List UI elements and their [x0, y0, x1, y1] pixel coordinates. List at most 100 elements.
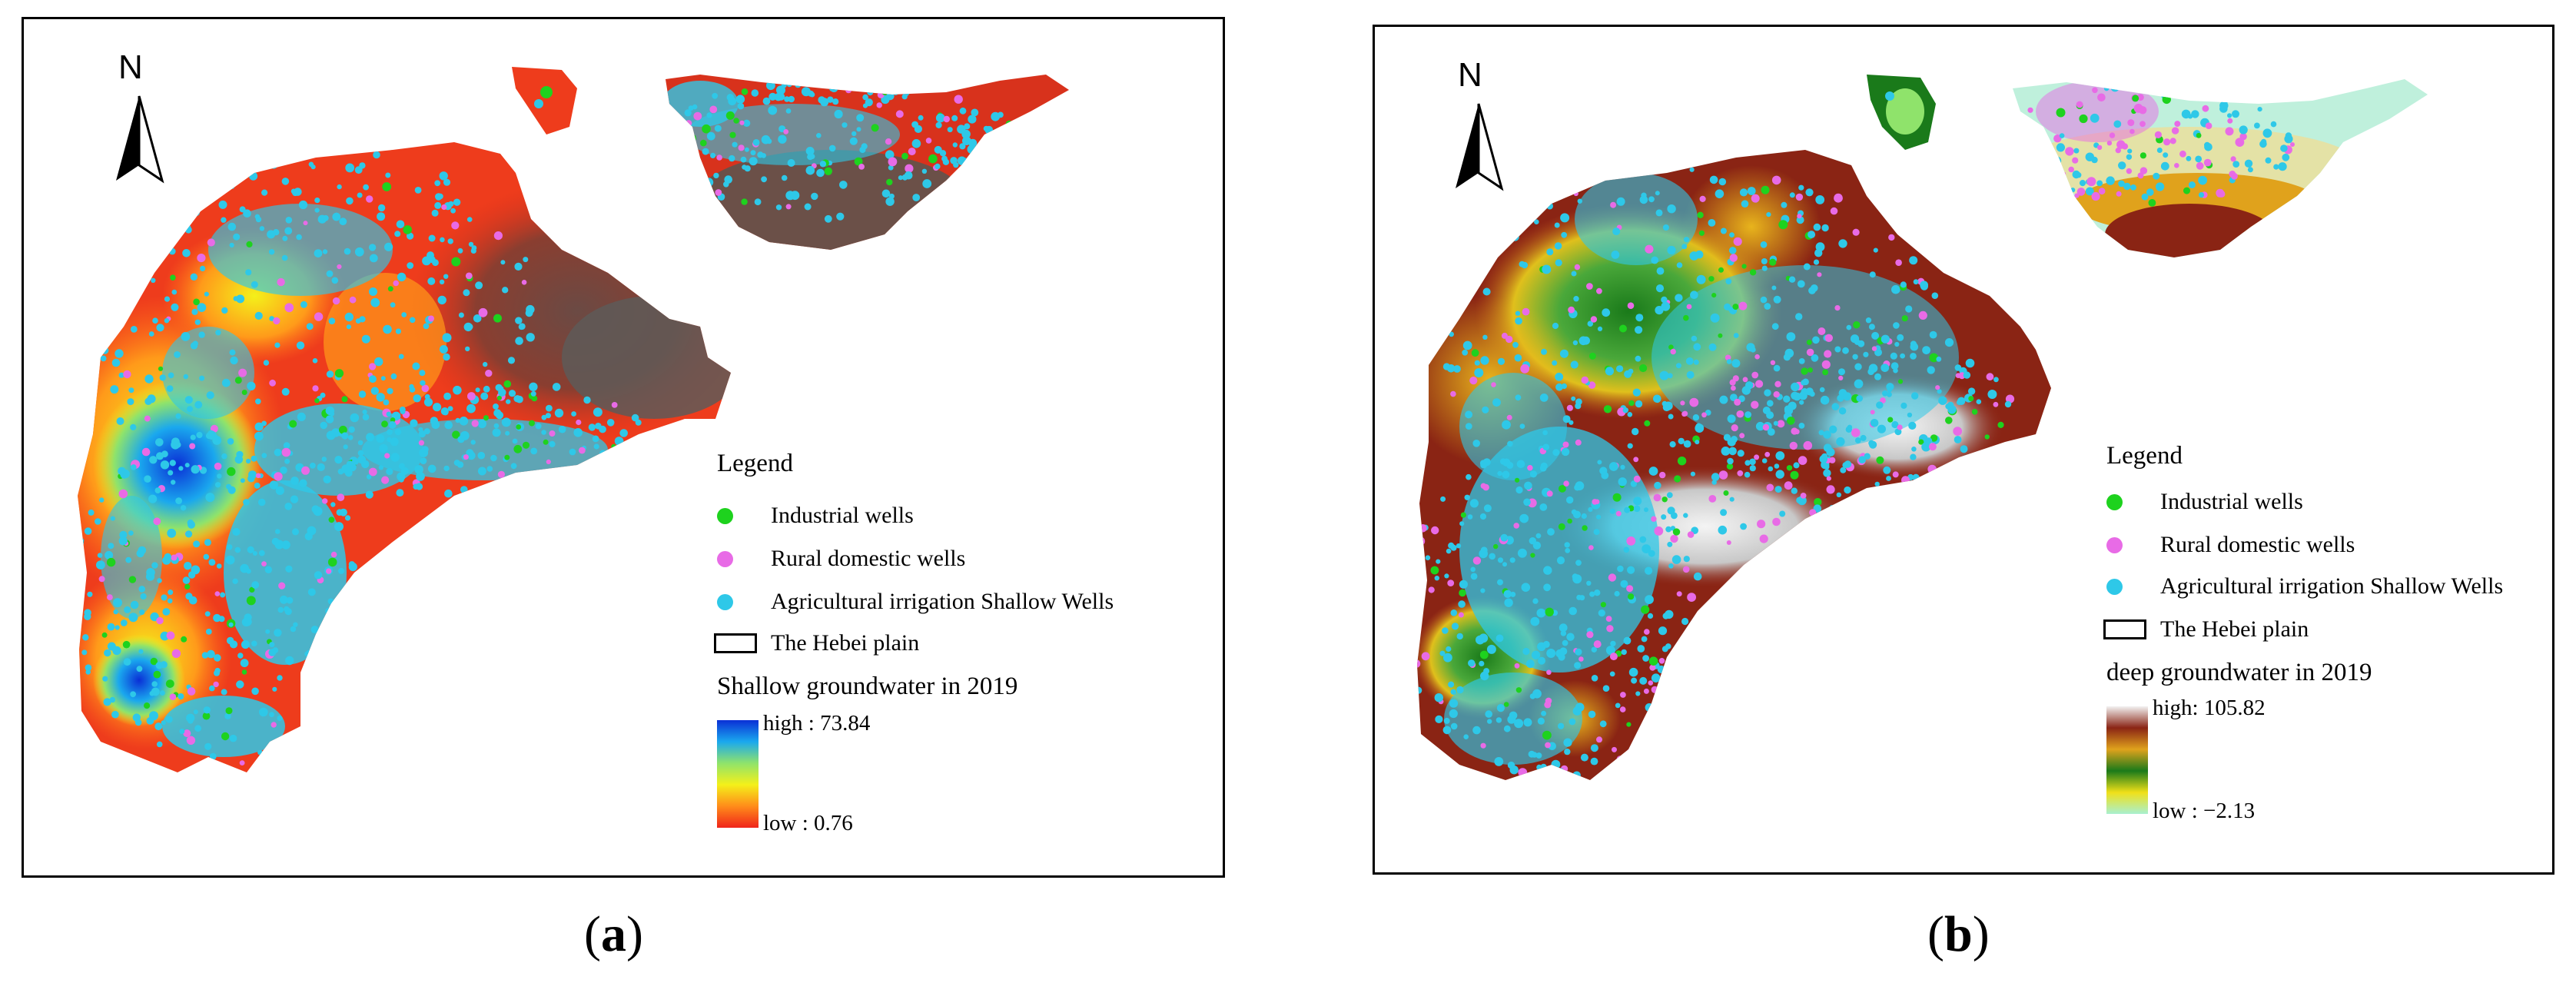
well-point: [2059, 133, 2065, 138]
well-point: [418, 440, 425, 446]
hebei-plain-swatch: [2103, 619, 2146, 639]
industrial-wells-swatch: [717, 508, 733, 524]
well-point: [314, 198, 320, 204]
well-point: [1588, 545, 1594, 550]
well-point: [631, 450, 639, 458]
well-point: [1881, 334, 1890, 344]
well-point: [1459, 521, 1465, 526]
well-point: [2003, 122, 2010, 129]
well-point: [735, 95, 745, 104]
well-point: [1626, 585, 1634, 593]
well-point: [164, 296, 171, 302]
well-point: [470, 440, 476, 445]
well-point: [1446, 646, 1452, 653]
well-point: [761, 176, 767, 183]
well-point: [1644, 629, 1650, 635]
well-point: [118, 372, 124, 378]
well-point: [144, 397, 152, 405]
well-point: [1520, 364, 1530, 374]
well-point: [1759, 534, 1768, 543]
well-point: [2169, 138, 2176, 144]
well-point: [1976, 399, 1982, 404]
well-point: [1538, 656, 1545, 665]
well-point: [450, 208, 456, 214]
well-point: [354, 247, 364, 257]
well-point: [439, 171, 448, 181]
well-point: [991, 164, 998, 171]
well-point: [1609, 508, 1615, 514]
well-point: [1689, 650, 1698, 659]
well-point: [508, 390, 516, 397]
well-point: [307, 726, 316, 734]
well-point: [1678, 639, 1685, 646]
well-point: [2027, 141, 2037, 150]
well-point: [229, 183, 235, 189]
well-point: [1711, 480, 1717, 485]
well-point: [775, 204, 782, 211]
well-point: [386, 411, 391, 417]
well-point: [1653, 493, 1661, 502]
well-point: [1596, 287, 1602, 294]
well-point: [325, 406, 334, 416]
well-point: [1483, 504, 1492, 513]
north-arrow-icon-a: [116, 95, 164, 184]
well-point: [968, 115, 977, 124]
well-point: [1611, 251, 1620, 259]
well-point: [2161, 88, 2170, 98]
well-point: [1542, 640, 1550, 648]
well-point: [702, 148, 709, 155]
well-point: [1462, 349, 1469, 356]
well-point: [292, 528, 299, 536]
well-point: [1602, 308, 1611, 317]
well-point: [198, 331, 205, 338]
well-point: [1620, 580, 1628, 588]
well-point: [2052, 156, 2062, 166]
well-point: [1560, 213, 1570, 223]
well-point: [341, 432, 349, 440]
well-point: [1546, 669, 1552, 676]
well-point: [1787, 417, 1795, 425]
well-point: [1880, 397, 1886, 404]
well-point: [168, 470, 174, 476]
well-point: [2219, 93, 2226, 100]
well-point: [1621, 649, 1627, 656]
well-point: [241, 390, 247, 395]
well-point: [447, 406, 453, 411]
well-point: [1797, 280, 1805, 288]
well-point: [1464, 494, 1470, 500]
well-point: [156, 616, 164, 625]
well-point: [274, 529, 281, 534]
well-point: [277, 606, 284, 613]
well-point: [289, 420, 297, 428]
well-point: [382, 182, 392, 191]
well-point: [293, 622, 298, 627]
well-point: [1897, 424, 1903, 430]
well-point: [1628, 400, 1635, 407]
well-point: [901, 174, 908, 181]
well-point: [1600, 602, 1606, 608]
well-point: [1901, 315, 1908, 322]
well-point: [526, 304, 535, 314]
well-point: [308, 682, 314, 689]
well-point: [153, 670, 161, 679]
well-point: [2154, 131, 2162, 138]
well-point: [834, 109, 843, 119]
well-point: [1853, 321, 1861, 329]
well-point: [750, 150, 756, 156]
well-point: [1543, 566, 1552, 575]
well-point: [1605, 367, 1614, 376]
well-point: [1577, 198, 1582, 204]
well-point: [933, 201, 941, 211]
well-point: [1542, 730, 1552, 740]
well-point: [1685, 630, 1694, 639]
well-point: [144, 475, 151, 483]
well-point: [545, 413, 552, 419]
well-point: [1829, 505, 1835, 510]
well-point: [1575, 560, 1582, 566]
well-point: [1541, 348, 1547, 355]
well-point: [414, 187, 422, 194]
well-point: [922, 179, 932, 188]
well-point: [1572, 340, 1578, 346]
well-point: [496, 395, 503, 400]
well-point: [1665, 664, 1674, 674]
